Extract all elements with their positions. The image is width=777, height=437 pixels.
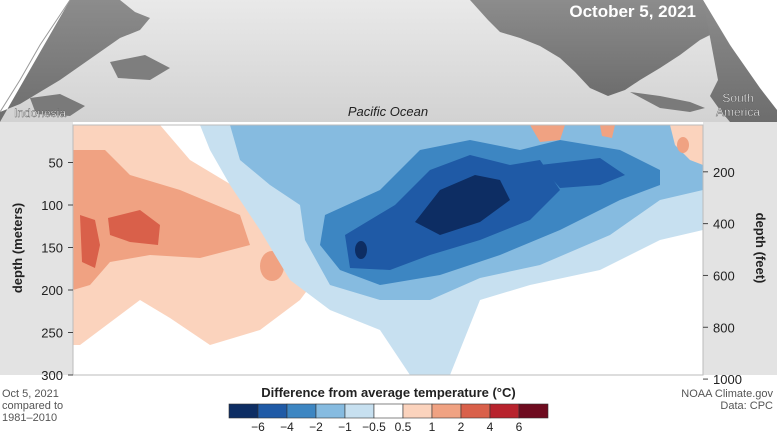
- right-tick-label: 200: [713, 165, 735, 180]
- left-tick-label: 100: [41, 198, 63, 213]
- east-warm-core: [677, 137, 689, 153]
- region-label-america: America: [716, 105, 760, 119]
- central-america-landmass: [630, 92, 705, 112]
- note-compared: compared to: [2, 400, 64, 412]
- north-america-landmass: [470, 0, 720, 96]
- east-warm-patch-2: [600, 125, 615, 138]
- colorbar-swatch: [257, 403, 288, 419]
- south-america-landmass: [703, 0, 777, 122]
- japan-landmass: [110, 55, 170, 80]
- plot-frame: [72, 124, 704, 376]
- right-tick-label: 800: [713, 320, 735, 335]
- cool-anomaly-extreme: [415, 175, 510, 235]
- colorbar-swatch: [518, 403, 549, 419]
- colorbar: −6 −4 −2 −1 −0.5 0.5 1 2 4 6: [228, 403, 549, 434]
- cool-anomaly-extreme-small: [355, 241, 367, 259]
- colorbar-tick-label: 6: [516, 420, 523, 434]
- region-label-indonesia: Indonesia: [14, 106, 66, 120]
- colorbar-tick-label: 4: [487, 420, 494, 434]
- left-axis-panel: [0, 122, 73, 375]
- left-depth-axis: 50 100 150 200 250 300: [41, 156, 73, 383]
- right-axis-panel: [703, 122, 777, 375]
- east-warm-patch-1: [530, 125, 565, 142]
- colorbar-swatch: [344, 403, 375, 419]
- right-depth-axis: 200 400 600 800 1000: [703, 165, 742, 387]
- asia-landmass: [0, 0, 150, 122]
- comparison-note: Oct 5, 2021 compared to 1981–2010: [2, 388, 63, 424]
- colorbar-tick-label: −6: [251, 420, 265, 434]
- credit-org: NOAA Climate.gov: [681, 388, 773, 400]
- colorbar-swatch: [489, 403, 520, 419]
- right-axis-label: depth (feet): [753, 213, 768, 284]
- left-tick-label: 250: [41, 326, 63, 341]
- colorbar-swatch: [286, 403, 317, 419]
- colorbar-swatch: [315, 403, 346, 419]
- right-tick-label: 1000: [713, 372, 742, 387]
- colorbar-tick-label: −0.5: [362, 420, 386, 434]
- ocean-label: Pacific Ocean: [348, 104, 428, 119]
- indonesia-landmass: [30, 94, 85, 116]
- colorbar-tick-label: −4: [280, 420, 294, 434]
- left-axis-label: depth (meters): [10, 203, 25, 293]
- warm-anomaly-strong-2: [108, 210, 160, 245]
- warm-anomaly-moderate: [73, 150, 250, 290]
- colorbar-tick-label: −2: [309, 420, 323, 434]
- right-tick-label: 400: [713, 217, 735, 232]
- colorbar-swatch: [228, 403, 259, 419]
- left-tick-label: 200: [41, 283, 63, 298]
- colorbar-swatch: [460, 403, 491, 419]
- map-perspective: October 5, 2021 Indonesia South America …: [0, 0, 777, 122]
- credit-data: Data: CPC: [720, 400, 773, 412]
- warm-anomaly-strong-1: [80, 215, 100, 268]
- colorbar-tick-label: 0.5: [395, 420, 412, 434]
- colorbar-tick-label: −1: [338, 420, 352, 434]
- colorbar-swatch: [431, 403, 462, 419]
- left-tick-label: 50: [49, 156, 63, 171]
- colorbar-tick-label: 1: [429, 420, 436, 434]
- note-period: 1981–2010: [2, 412, 58, 424]
- note-date: Oct 5, 2021: [2, 388, 59, 400]
- left-tick-label: 150: [41, 241, 63, 256]
- date-title: October 5, 2021: [569, 2, 696, 21]
- colorbar-title: Difference from average temperature (°C): [261, 385, 516, 400]
- colorbar-swatch: [402, 403, 433, 419]
- heatmap-plot: [73, 125, 703, 375]
- colorbar-tick-label: 2: [458, 420, 465, 434]
- left-tick-label: 300: [41, 368, 63, 383]
- right-tick-label: 600: [713, 268, 735, 283]
- cool-anomaly-strong-east: [540, 158, 625, 188]
- region-label-south: South: [722, 91, 753, 105]
- colorbar-swatch: [373, 403, 404, 419]
- source-credit: NOAA Climate.gov Data: CPC: [681, 388, 773, 412]
